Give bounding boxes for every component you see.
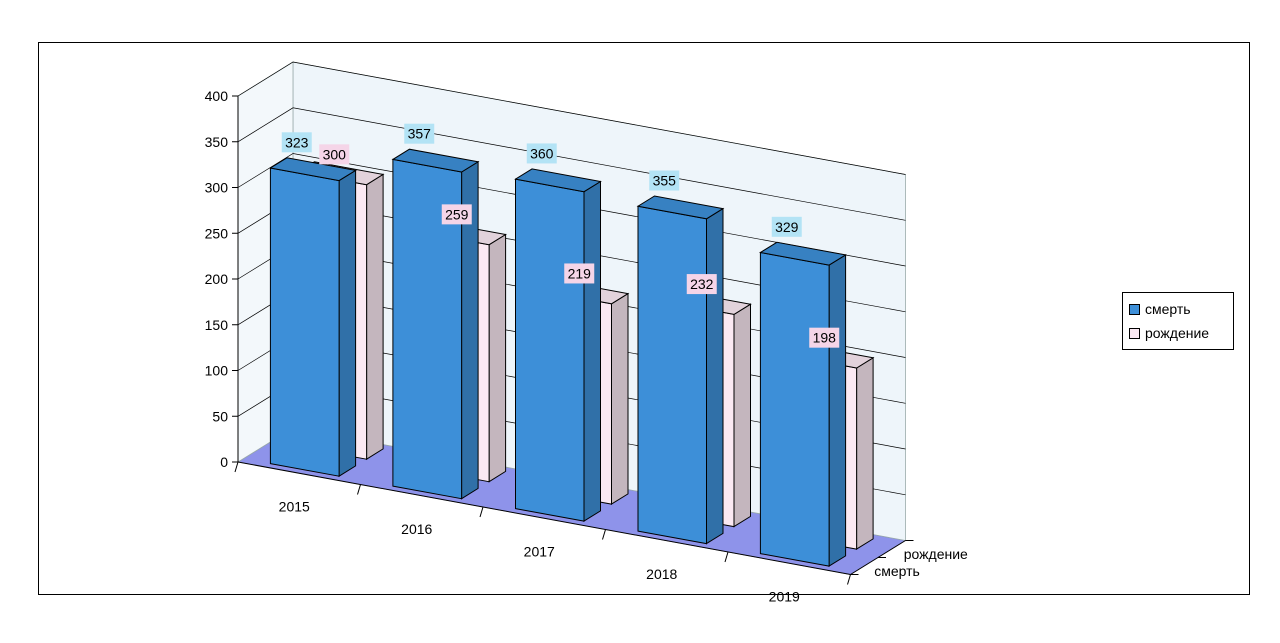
data-label-bg xyxy=(319,144,350,165)
data-label: 355 xyxy=(653,173,677,189)
legend: смерть рождение xyxy=(1122,292,1234,350)
bar-side-face xyxy=(583,180,601,522)
y-tick-label: 250 xyxy=(205,225,229,241)
bar-side-face xyxy=(706,207,724,545)
bar-front-face xyxy=(515,178,585,522)
bar-side-face xyxy=(366,173,384,461)
data-label-bg xyxy=(526,143,557,164)
x-tick-label: 2015 xyxy=(279,498,310,514)
legend-label-death: смерть xyxy=(1145,301,1191,317)
bar-front-face xyxy=(759,251,830,567)
data-label-bg xyxy=(771,216,802,237)
bar-front-face xyxy=(637,205,707,545)
legend-swatch-death xyxy=(1129,303,1140,315)
bar-top-face xyxy=(269,157,357,182)
data-label-bg xyxy=(686,274,717,295)
bar-side-face xyxy=(733,303,751,528)
data-label: 219 xyxy=(568,265,592,281)
legend-label-birth: рождение xyxy=(1145,325,1210,341)
data-label: 259 xyxy=(445,206,469,222)
legend-item-birth: рождение xyxy=(1129,321,1227,345)
legend-item-death: смерть xyxy=(1129,297,1227,321)
data-label: 357 xyxy=(408,126,432,142)
y-tick-label: 0 xyxy=(220,454,228,470)
data-label: 329 xyxy=(775,219,799,235)
x-tick-label: 2017 xyxy=(524,543,555,559)
depth-label-death: смерть xyxy=(874,563,920,579)
bar-side-face xyxy=(856,356,874,550)
x-tick-label: 2018 xyxy=(646,566,677,582)
data-label-birth: 232 xyxy=(686,274,717,295)
x-tick-label: 2016 xyxy=(401,521,432,537)
data-label-bg xyxy=(564,263,595,284)
bar-top-face xyxy=(759,241,847,266)
x-tick-label: 2019 xyxy=(769,588,800,604)
data-label-bg xyxy=(809,327,840,348)
x-tick xyxy=(602,529,606,540)
x-tick xyxy=(357,484,361,495)
data-label-bg xyxy=(649,170,680,191)
data-label-birth: 219 xyxy=(564,263,595,284)
bar-top-face xyxy=(636,195,725,220)
data-label-death: 323 xyxy=(281,132,312,153)
data-label-death: 357 xyxy=(404,123,435,144)
y-tick-label: 50 xyxy=(212,408,228,424)
x-tick xyxy=(479,506,484,518)
data-label-birth: 300 xyxy=(319,144,350,165)
data-label-death: 329 xyxy=(771,216,802,237)
data-label-bg xyxy=(404,123,435,144)
bar-death xyxy=(636,195,725,545)
bar-death xyxy=(759,241,847,567)
bar-death xyxy=(269,157,357,478)
bar-side-face xyxy=(611,292,629,505)
x-tick xyxy=(234,461,239,473)
y-tick-label: 400 xyxy=(205,88,229,104)
y-tick-label: 150 xyxy=(205,317,229,333)
bar-top-face xyxy=(514,168,602,193)
y-tick-label: 350 xyxy=(205,134,229,150)
data-label-birth: 259 xyxy=(441,204,472,225)
y-tick-label: 300 xyxy=(205,180,229,196)
bar-side-face xyxy=(338,169,357,478)
data-label-death: 360 xyxy=(526,143,557,164)
data-label-bg xyxy=(441,204,472,225)
data-label: 360 xyxy=(530,145,554,161)
bar-top-face xyxy=(391,148,480,173)
bar-side-face xyxy=(828,254,847,567)
data-label: 198 xyxy=(813,330,837,346)
x-tick xyxy=(847,574,851,585)
gridline xyxy=(237,107,906,221)
bar-side-face xyxy=(488,233,507,483)
x-tick xyxy=(724,551,729,563)
data-label: 300 xyxy=(323,146,347,162)
data-label: 232 xyxy=(690,276,714,292)
legend-swatch-birth xyxy=(1129,327,1140,339)
data-label-bg xyxy=(281,132,312,153)
bar-death xyxy=(391,148,480,500)
y-tick-label: 100 xyxy=(205,363,229,379)
gridline xyxy=(237,61,906,175)
y-tick-label: 200 xyxy=(205,271,229,287)
bar-front-face xyxy=(269,167,340,477)
depth-label-birth: рождение xyxy=(904,546,968,562)
data-label: 323 xyxy=(285,134,309,150)
x-axis-line xyxy=(237,461,851,575)
data-label-birth: 198 xyxy=(809,327,840,348)
data-label-death: 355 xyxy=(649,170,680,191)
bar-death xyxy=(514,168,602,522)
